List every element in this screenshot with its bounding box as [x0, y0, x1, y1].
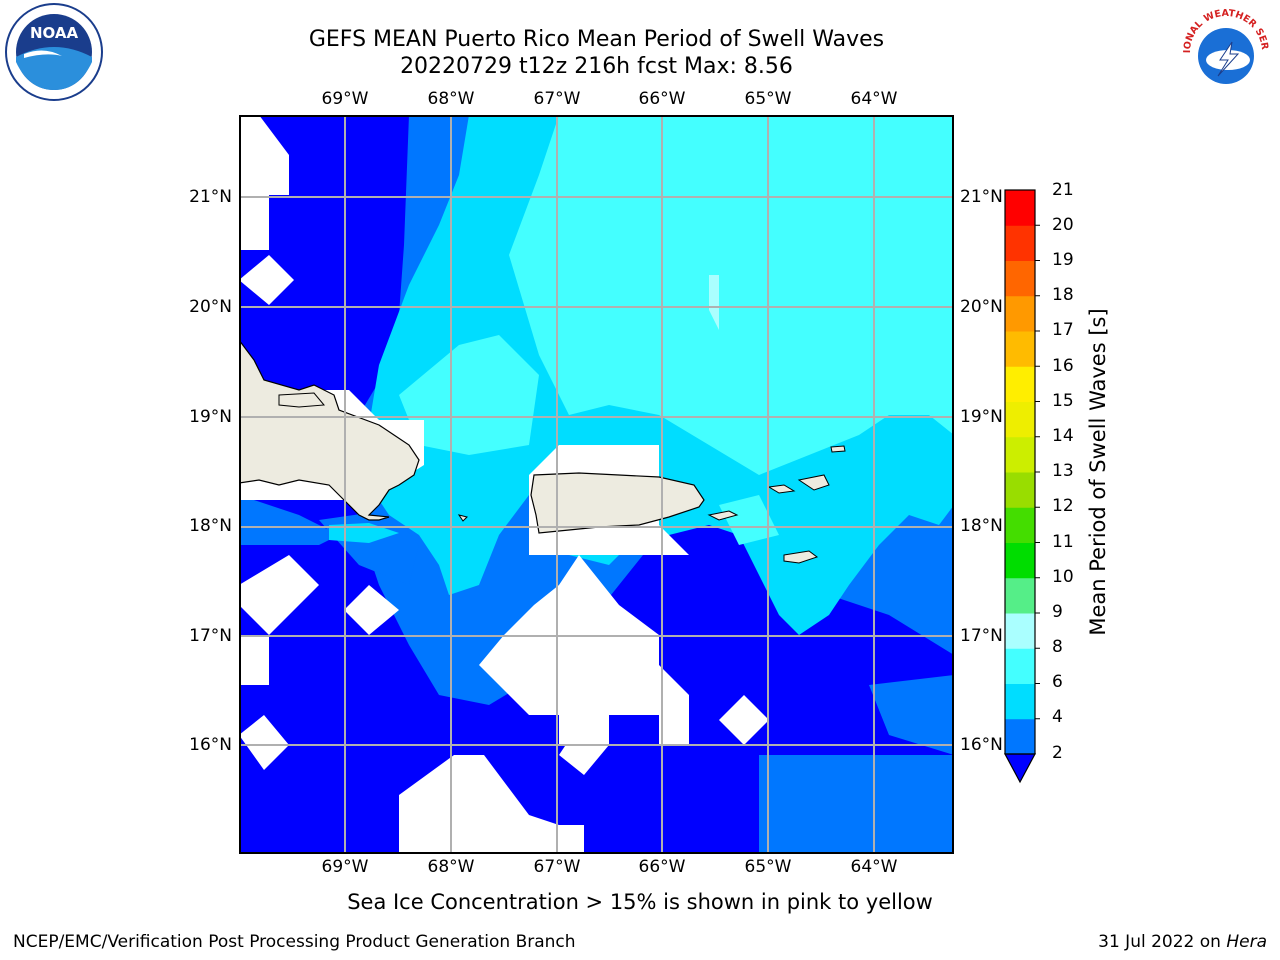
map-gridlines — [239, 115, 954, 854]
colorbar-segment — [1005, 366, 1035, 402]
lon-label-top: 67°W — [533, 89, 581, 109]
lon-label-top: 65°W — [744, 89, 792, 109]
colorbar-tick: 20 — [1052, 215, 1074, 235]
colorbar-tick: 9 — [1052, 602, 1063, 622]
colorbar-segment — [1005, 613, 1035, 649]
colorbar-segment — [1005, 401, 1035, 438]
lon-label-bottom: 64°W — [850, 857, 898, 877]
footer-date: 31 Jul 2022 on Hera — [1098, 932, 1267, 952]
lon-label-bottom: 67°W — [533, 857, 581, 877]
colorbar-tick: 2 — [1052, 743, 1063, 763]
colorbar-tick: 18 — [1052, 285, 1074, 305]
colorbar-segment — [1005, 648, 1035, 684]
lat-label-left: 21°N — [189, 187, 232, 207]
map-title-line1: GEFS MEAN Puerto Rico Mean Period of Swe… — [308, 27, 885, 52]
noaa-logo-text: NOAA — [30, 24, 79, 42]
colorbar-segment — [1005, 577, 1035, 614]
colorbar-tick: 12 — [1052, 496, 1074, 516]
light-cyan-region — [509, 115, 954, 475]
lat-label-left: 18°N — [189, 516, 232, 536]
noaa-logo: NOAA — [4, 2, 104, 102]
colorbar-segment — [1005, 718, 1035, 755]
lat-label-left: 20°N — [189, 297, 232, 317]
colorbar-tick: 16 — [1052, 356, 1074, 376]
lon-label-top: 69°W — [321, 89, 369, 109]
nws-logo: NATIONAL WEATHER SERVICE — [1172, 0, 1276, 102]
colorbar-extend-triangle — [1003, 753, 1037, 784]
lon-label-bottom: 69°W — [321, 857, 369, 877]
colorbar-tick: 19 — [1052, 250, 1074, 270]
colorbar-segment — [1005, 683, 1035, 720]
colorbar-tick: 10 — [1052, 567, 1074, 587]
lat-label-left: 19°N — [189, 407, 232, 427]
map-title-line2: 20220729 t12z 216h fcst Max: 8.56 — [400, 54, 793, 79]
lon-label-bottom: 66°W — [638, 857, 686, 877]
lat-label-left: 16°N — [189, 735, 232, 755]
colorbar-tick: 21 — [1052, 180, 1074, 200]
missing-data-region — [239, 115, 289, 250]
colorbar-segment — [1005, 542, 1035, 579]
lon-label-top: 66°W — [638, 89, 686, 109]
lon-label-top: 68°W — [427, 89, 475, 109]
lat-label-right: 20°N — [960, 297, 1003, 317]
colorbar-segment — [1005, 225, 1035, 261]
puerto-rico-land — [530, 472, 705, 534]
colorbar-segment — [1005, 295, 1035, 332]
colorbar-tick: 14 — [1052, 426, 1074, 446]
footer-branch: NCEP/EMC/Verification Post Processing Pr… — [13, 932, 576, 952]
colorbar-tick: 17 — [1052, 320, 1074, 340]
lon-label-bottom: 68°W — [427, 857, 475, 877]
swell-period-map — [239, 115, 954, 854]
lat-label-right: 18°N — [960, 516, 1003, 536]
colorbar — [1000, 185, 1040, 785]
colorbar-segment — [1005, 507, 1035, 543]
lon-label-top: 64°W — [850, 89, 898, 109]
lat-label-right: 19°N — [960, 407, 1003, 427]
colorbar-segment — [1005, 472, 1035, 508]
colorbar-segment — [1005, 331, 1035, 367]
sea-ice-note: Sea Ice Concentration > 15% is shown in … — [347, 890, 933, 914]
colorbar-segment — [1005, 436, 1035, 473]
lat-label-right: 21°N — [960, 187, 1003, 207]
footer-date-text: 31 Jul 2022 on — [1098, 932, 1227, 952]
colorbar-tick: 4 — [1052, 707, 1063, 727]
colorbar-segment — [1005, 260, 1035, 297]
lon-label-bottom: 65°W — [744, 857, 792, 877]
lat-label-right: 17°N — [960, 626, 1003, 646]
lat-label-left: 17°N — [189, 626, 232, 646]
hispaniola-land — [239, 339, 420, 521]
footer-system: Hera — [1226, 932, 1267, 952]
colorbar-tick: 6 — [1052, 672, 1063, 692]
colorbar-label: Mean Period of Swell Waves [s] — [1086, 308, 1110, 636]
colorbar-tick: 13 — [1052, 461, 1074, 481]
colorbar-tick: 11 — [1052, 532, 1074, 552]
colorbar-segment — [1005, 190, 1035, 226]
colorbar-tick: 15 — [1052, 391, 1074, 411]
colorbar-tick: 8 — [1052, 637, 1063, 657]
lat-label-right: 16°N — [960, 735, 1003, 755]
